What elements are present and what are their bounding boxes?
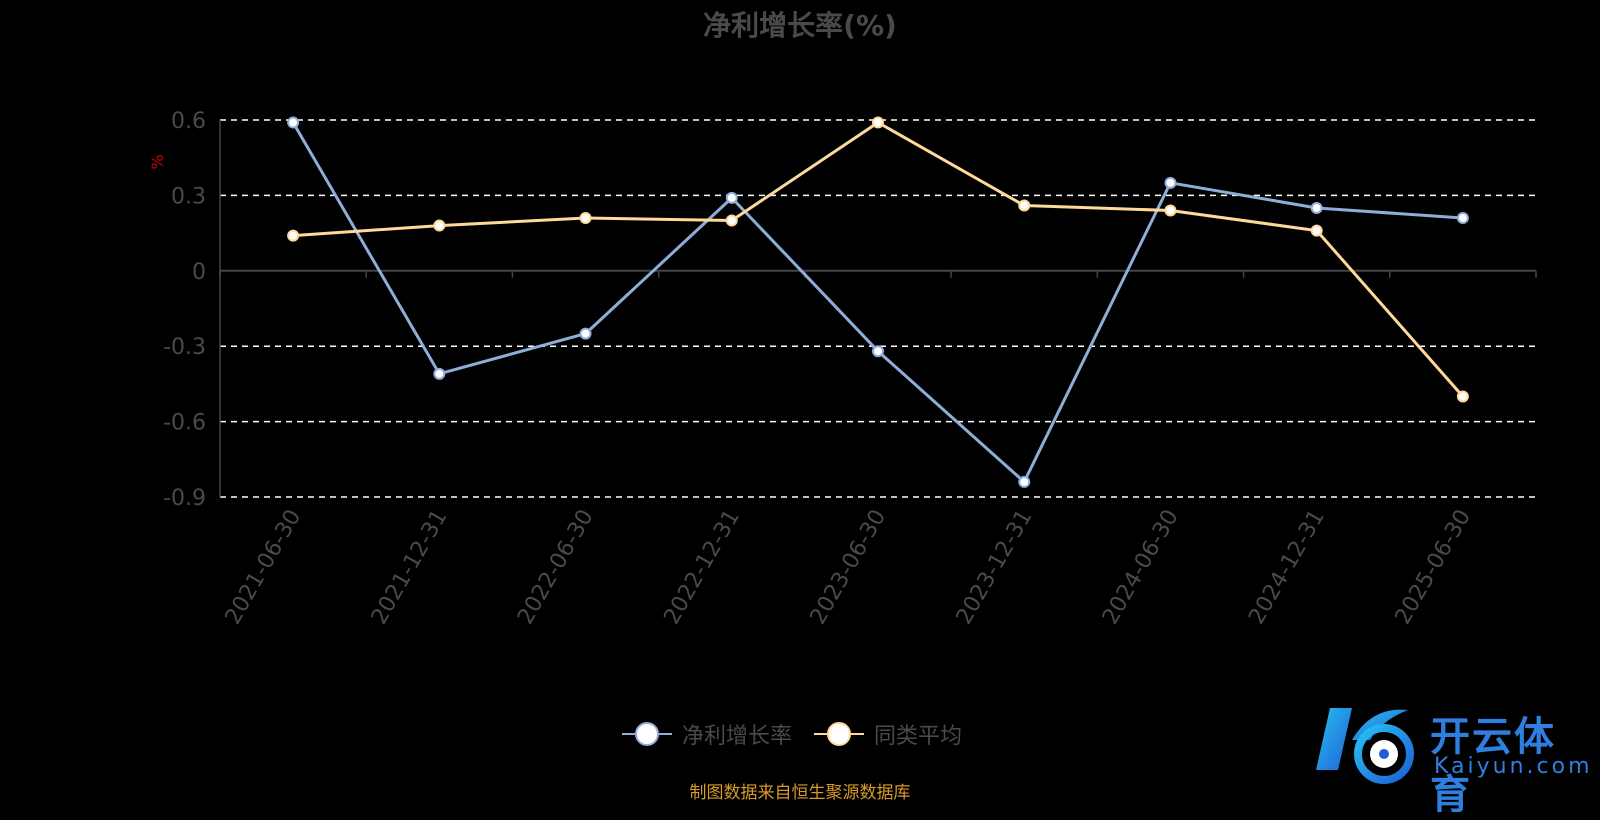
y-tick-label: 0.6 bbox=[171, 109, 206, 134]
watermark-brand-en: Kaiyun.com bbox=[1434, 754, 1593, 779]
x-tick-label: 2022-12-31 bbox=[659, 506, 745, 629]
legend-label-peer-average: 同类平均 bbox=[874, 724, 963, 749]
data-point-net-profit-growth bbox=[872, 345, 884, 358]
legend-label-net-profit-growth: 净利增长率 bbox=[682, 724, 793, 749]
data-point-net-profit-growth bbox=[433, 367, 446, 380]
watermark-logo: 开云体育 Kaiyun.com bbox=[1312, 700, 1593, 818]
data-point-net-profit-growth bbox=[1018, 475, 1031, 488]
y-tick-label: -0.9 bbox=[163, 486, 206, 511]
x-tick-label: 2024-12-31 bbox=[1244, 506, 1330, 629]
data-point-net-profit-growth bbox=[287, 116, 300, 129]
data-point-peer-average bbox=[1018, 199, 1031, 212]
x-tick-label: 2022-06-30 bbox=[513, 506, 599, 629]
legend-item-net-profit-growth[interactable]: 净利增长率 bbox=[622, 718, 792, 750]
grid-layer bbox=[220, 119, 1536, 498]
x-tick-label: 2024-06-30 bbox=[1098, 506, 1184, 629]
logo-mark-icon bbox=[1316, 708, 1414, 784]
data-point-peer-average bbox=[287, 229, 300, 242]
data-point-peer-average bbox=[1164, 204, 1177, 217]
data-point-peer-average bbox=[433, 219, 446, 232]
x-tick-label: 2021-06-30 bbox=[221, 506, 307, 629]
line-chart: 0.6 0.3 0 -0.3 -0.6 -0.9% 2021-06-30 2021-12-31… bbox=[148, 109, 1537, 629]
data-point-peer-average bbox=[872, 116, 884, 129]
data-source-note: 制图数据来自恒生聚源数据库 bbox=[689, 783, 911, 803]
legend-swatch-net-profit-growth bbox=[622, 721, 672, 747]
y-tick-label: 0 bbox=[192, 260, 206, 285]
y-tick-label: -0.3 bbox=[163, 335, 206, 360]
series-line-net-profit-growth bbox=[291, 121, 1464, 484]
label-layer: 0.6 0.3 0 -0.3 -0.6 -0.9% 2021-06-30 2021-12-31… bbox=[148, 109, 1476, 629]
y-tick-label: -0.6 bbox=[163, 411, 206, 436]
data-point-peer-average bbox=[1310, 224, 1323, 237]
x-tick-label: 2021-12-31 bbox=[367, 506, 453, 629]
x-tick-label: 2023-12-31 bbox=[952, 506, 1038, 629]
data-point-net-profit-growth bbox=[579, 327, 592, 340]
data-point-net-profit-growth bbox=[1310, 201, 1323, 214]
axis-layer bbox=[219, 120, 1537, 497]
data-point-net-profit-growth bbox=[725, 191, 738, 204]
data-point-net-profit-growth bbox=[1456, 212, 1469, 225]
legend-swatch-peer-average bbox=[814, 721, 865, 747]
x-tick-label: 2025-06-30 bbox=[1391, 506, 1477, 629]
data-point-peer-average bbox=[579, 212, 592, 225]
chart-title: 净利增长率(%) bbox=[703, 9, 897, 42]
data-point-peer-average bbox=[725, 214, 738, 227]
legend: 净利增长率 同类平均 bbox=[622, 718, 962, 750]
data-point-peer-average bbox=[1456, 390, 1469, 403]
legend-item-peer-average[interactable]: 同类平均 bbox=[814, 718, 962, 750]
data-point-net-profit-growth bbox=[1164, 176, 1177, 189]
y-tick-label: 0.3 bbox=[171, 184, 206, 209]
series-layer bbox=[287, 116, 1469, 488]
y-axis-label: % bbox=[148, 154, 167, 169]
x-tick-label: 2023-06-30 bbox=[806, 506, 892, 629]
